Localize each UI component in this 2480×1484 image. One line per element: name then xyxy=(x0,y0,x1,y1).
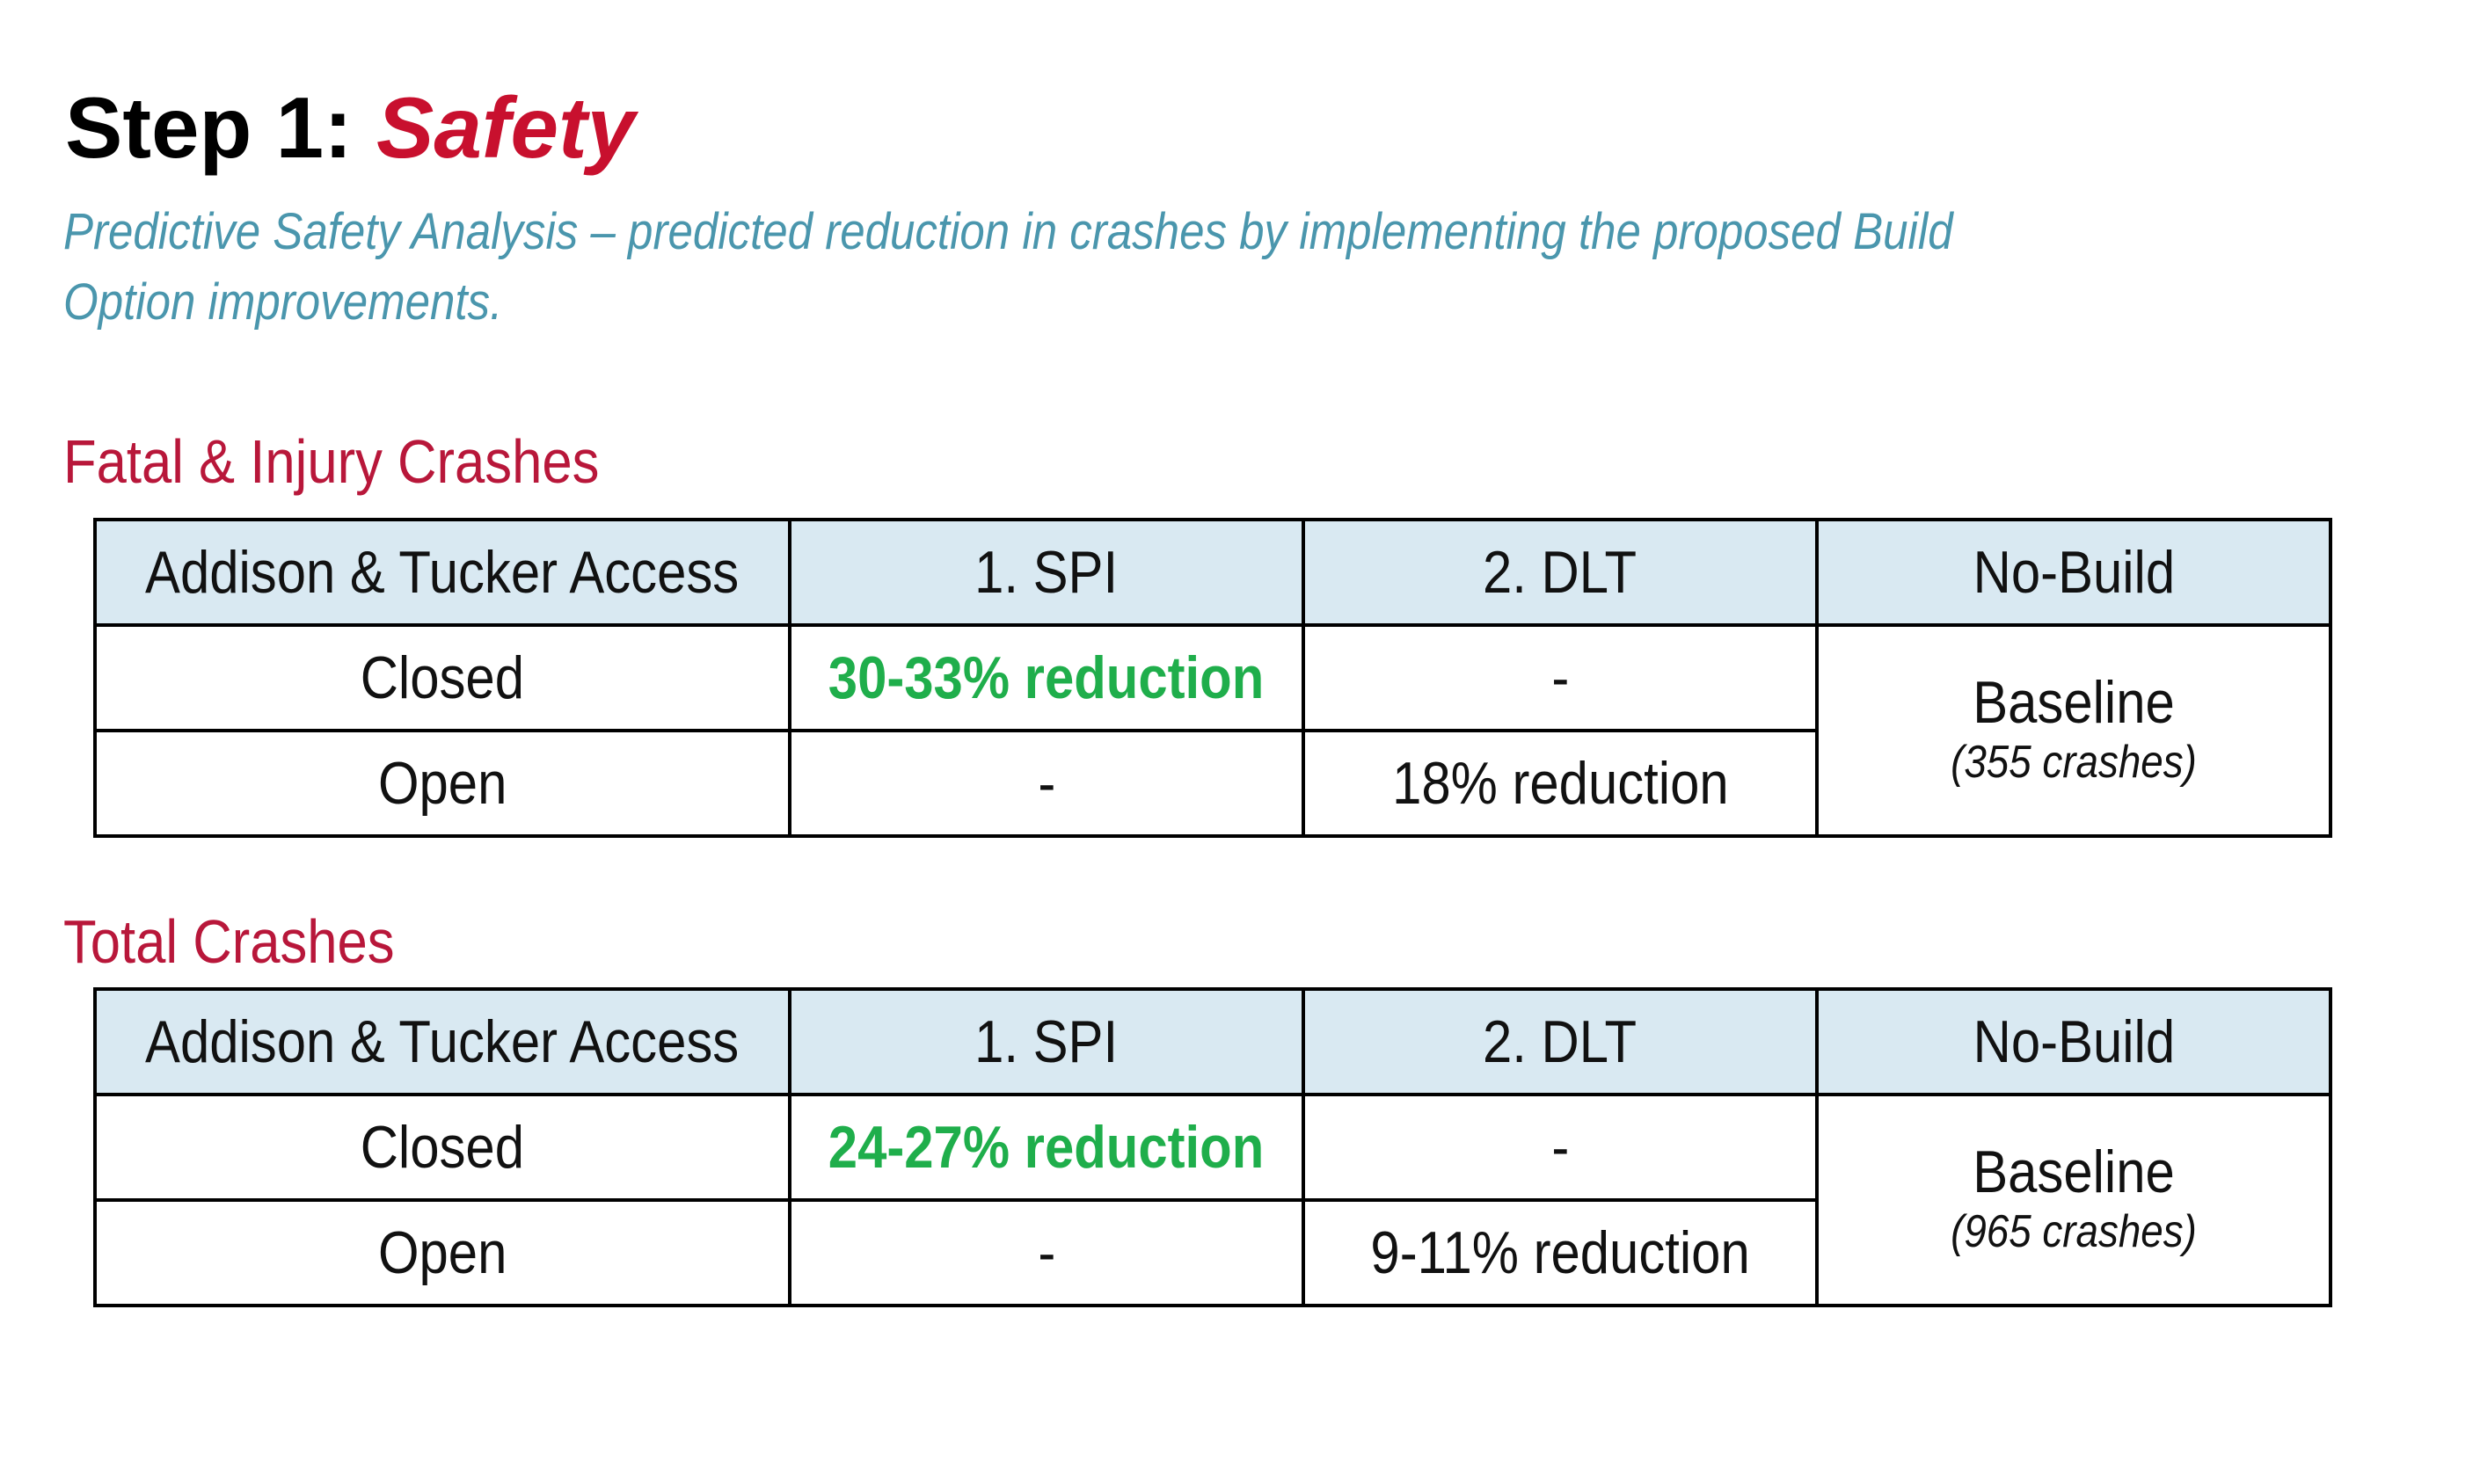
spi-cell: - xyxy=(788,1198,1305,1307)
page-title: Step 1: Safety xyxy=(65,79,636,176)
access-cell: Open xyxy=(93,729,791,838)
dlt-cell: - xyxy=(1302,623,1819,732)
column-header-no-build: No-Build xyxy=(1815,518,2332,627)
access-cell: Closed xyxy=(93,623,791,732)
table-row: Open - 9-11% reduction xyxy=(93,1198,2330,1307)
table-header-row: Addison & Tucker Access 1. SPI 2. DLT No… xyxy=(93,518,2332,627)
page-title-prefix: Step 1: xyxy=(65,79,353,176)
baseline-label: Baseline xyxy=(1973,669,2175,737)
dlt-cell: - xyxy=(1302,1093,1819,1202)
column-header-spi: 1. SPI xyxy=(788,987,1305,1096)
total-crashes-table: Addison & Tucker Access 1. SPI 2. DLT No… xyxy=(93,987,2332,1307)
spi-cell: 24-27% reduction xyxy=(788,1093,1305,1202)
column-header-dlt: 2. DLT xyxy=(1302,987,1819,1096)
column-header-access: Addison & Tucker Access xyxy=(93,987,791,1096)
column-header-no-build: No-Build xyxy=(1815,987,2332,1096)
table-row: Closed 24-27% reduction - Baseline (965 … xyxy=(93,1093,2332,1307)
column-header-spi: 1. SPI xyxy=(788,518,1305,627)
access-cell: Closed xyxy=(93,1093,791,1202)
table-header-row: Addison & Tucker Access 1. SPI 2. DLT No… xyxy=(93,987,2332,1096)
access-cell: Open xyxy=(93,1198,791,1307)
dlt-cell: 9-11% reduction xyxy=(1302,1198,1819,1307)
page-title-accent: Safety xyxy=(376,79,636,176)
page-subtitle: Predictive Safety Analysis – predicted r… xyxy=(63,203,1953,331)
table-row: Open - 18% reduction xyxy=(93,729,2330,838)
spi-cell: - xyxy=(788,729,1305,838)
spi-cell: 30-33% reduction xyxy=(788,623,1305,732)
no-build-cell: Baseline (355 crashes) xyxy=(1815,623,2332,838)
section-heading-total: Total Crashes xyxy=(63,907,395,976)
column-header-access: Addison & Tucker Access xyxy=(93,518,791,627)
baseline-label: Baseline xyxy=(1973,1138,2175,1206)
section-heading-fatal-injury: Fatal & Injury Crashes xyxy=(63,427,600,496)
no-build-cell: Baseline (965 crashes) xyxy=(1815,1093,2332,1307)
baseline-crash-count: (965 crashes) xyxy=(1951,1205,2197,1257)
dlt-cell: 18% reduction xyxy=(1302,729,1819,838)
baseline-crash-count: (355 crashes) xyxy=(1951,736,2197,788)
fatal-injury-crashes-table: Addison & Tucker Access 1. SPI 2. DLT No… xyxy=(93,518,2332,838)
column-header-dlt: 2. DLT xyxy=(1302,518,1819,627)
table-row: Closed 30-33% reduction - Baseline (355 … xyxy=(93,623,2332,838)
